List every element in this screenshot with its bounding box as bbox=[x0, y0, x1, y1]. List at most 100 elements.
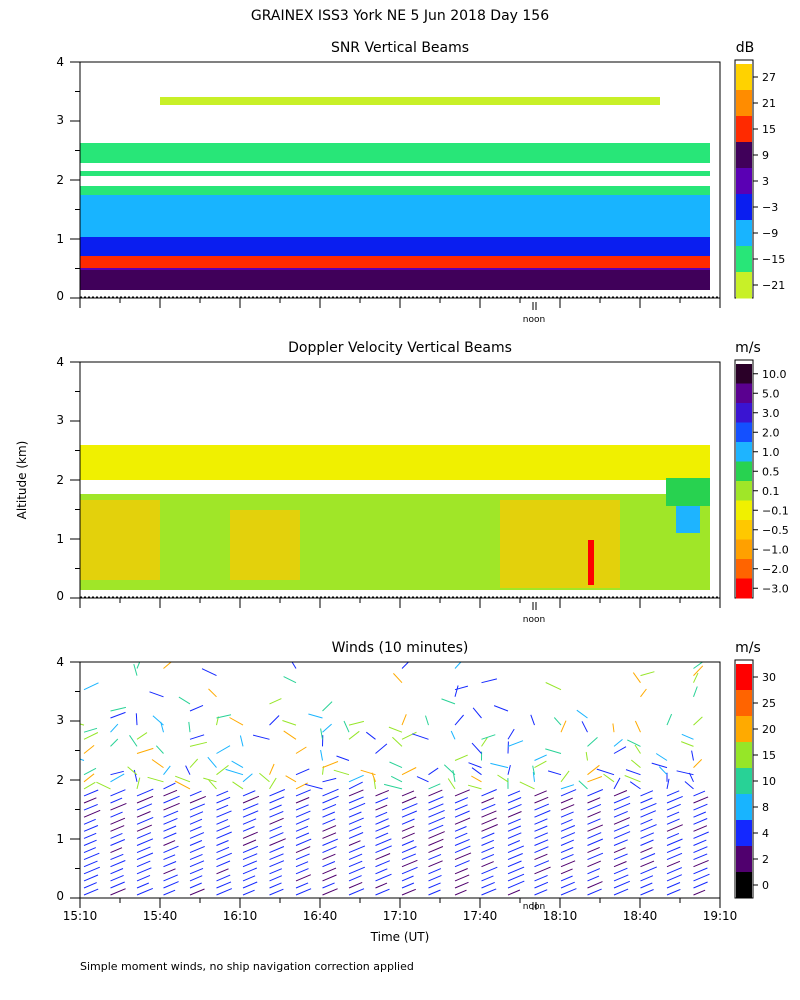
wind-barb-70 bbox=[163, 889, 176, 896]
wind-barb-251 bbox=[348, 774, 364, 783]
wind-barb-351 bbox=[481, 875, 494, 882]
wind-barb-363 bbox=[481, 789, 497, 797]
wind-barb-417 bbox=[534, 754, 547, 761]
wind-barb-504 bbox=[630, 759, 641, 768]
wind-barb-461 bbox=[587, 737, 598, 747]
wind-barb-347 bbox=[454, 685, 469, 691]
wind-barb-179 bbox=[269, 796, 285, 804]
wind-barb-493 bbox=[640, 839, 654, 846]
wind-barb-405 bbox=[534, 839, 549, 846]
wind-barb-57 bbox=[136, 811, 151, 818]
wind-barb-335 bbox=[454, 810, 470, 818]
wind-barb-113 bbox=[189, 758, 199, 768]
wind-barb-11 bbox=[83, 809, 101, 818]
wind-barb-261 bbox=[375, 860, 390, 868]
wind-barb-12 bbox=[83, 803, 98, 811]
wind-barb-497 bbox=[640, 810, 656, 818]
wind-barb-240 bbox=[348, 853, 363, 861]
wind-barb-294 bbox=[390, 775, 403, 783]
snr-gap-white-2 bbox=[80, 176, 710, 186]
wind-barb-544 bbox=[693, 803, 708, 811]
wind-barb-243 bbox=[348, 832, 364, 839]
snr-colorbar-swatch-3 bbox=[736, 142, 752, 169]
wind-barb-464 bbox=[588, 657, 605, 662]
wind-barb-48 bbox=[136, 874, 151, 882]
snr-y-ticks: 0 1 2 3 4 bbox=[56, 55, 64, 303]
wind-barb-380 bbox=[507, 845, 524, 854]
wind-barb-65 bbox=[129, 735, 138, 747]
wind-barb-2 bbox=[83, 874, 99, 882]
wind-barb-82 bbox=[163, 802, 180, 811]
generated-marks: 27 21 15 9 3 −3 −9 −15 −21 10.0 5.0 3.0 2.0 1.0 0.5 0.1… bbox=[70, 61, 789, 910]
wind-barb-285 bbox=[401, 840, 414, 846]
wind-barb-482 bbox=[596, 768, 615, 776]
wind-barb-314 bbox=[428, 816, 445, 825]
wind-barb-383 bbox=[507, 825, 521, 832]
wind-barb-536 bbox=[693, 859, 709, 868]
wind-barb-210 bbox=[322, 888, 338, 896]
wind-barb-438 bbox=[545, 748, 562, 754]
wind-barb-530 bbox=[655, 753, 668, 761]
wind-barb-539 bbox=[693, 839, 707, 846]
doppler-colorbar-swatch-2 bbox=[736, 403, 752, 423]
doppler-colorbar-label-9: −1.0 bbox=[762, 543, 789, 556]
wind-barb-516 bbox=[666, 852, 683, 861]
wind-barb-492 bbox=[640, 847, 653, 854]
wind-barb-134 bbox=[208, 779, 217, 790]
wind-barb-307 bbox=[428, 868, 442, 875]
wind-barb-323 bbox=[425, 715, 429, 726]
wind-barb-25 bbox=[110, 881, 125, 889]
wind-barb-485 bbox=[612, 723, 615, 733]
wind-barb-270 bbox=[375, 797, 389, 804]
wind-barb-56 bbox=[136, 816, 154, 825]
wind-barb-218 bbox=[322, 832, 337, 839]
snr-y-tick-1: 1 bbox=[56, 232, 64, 246]
wind-barb-473 bbox=[613, 831, 631, 839]
wind-barb-343 bbox=[450, 730, 456, 740]
wind-barb-381 bbox=[507, 840, 520, 846]
wind-barb-390 bbox=[497, 774, 509, 783]
doppler-colorbar-label-5: 0.5 bbox=[762, 465, 780, 478]
wind-barb-33 bbox=[110, 825, 125, 832]
wind-barb-305 bbox=[428, 882, 441, 889]
wind-barb-458 bbox=[587, 776, 603, 783]
wind-barb-456 bbox=[587, 789, 603, 797]
winds-colorbar-label-7: 2 bbox=[762, 853, 769, 866]
wind-barb-420 bbox=[560, 888, 577, 896]
wind-barb-502 bbox=[624, 775, 641, 783]
wind-barb-320 bbox=[416, 776, 429, 783]
winds-colorbar-label-3: 15 bbox=[762, 749, 776, 762]
wind-barb-116 bbox=[188, 721, 191, 733]
wind-barb-131 bbox=[216, 804, 229, 811]
wind-barb-77 bbox=[163, 840, 176, 846]
wind-barb-408 bbox=[534, 818, 548, 825]
wind-barb-500 bbox=[640, 790, 654, 797]
wind-barb-369 bbox=[471, 742, 482, 754]
wind-barb-471 bbox=[613, 847, 626, 854]
doppler-colorbar-label-6: 0.1 bbox=[762, 485, 780, 498]
wind-barb-395 bbox=[507, 728, 515, 740]
wind-barb-286 bbox=[401, 832, 415, 839]
snr-y-tick-0: 0 bbox=[56, 289, 64, 303]
wind-barb-325 bbox=[454, 881, 469, 889]
snr-colorbar-swatch-4 bbox=[736, 168, 752, 195]
wind-barb-147 bbox=[242, 867, 257, 875]
wind-barb-92 bbox=[149, 691, 164, 698]
wind-barb-16 bbox=[83, 773, 95, 783]
wind-barb-449 bbox=[587, 838, 603, 846]
wind-barb-242 bbox=[348, 840, 361, 846]
doppler-colorbar-swatch-7 bbox=[736, 500, 752, 521]
wind-barb-377 bbox=[507, 866, 525, 875]
doppler-colorbar-label-8: −0.5 bbox=[762, 524, 789, 537]
wind-barb-107 bbox=[189, 803, 205, 811]
y-axis-label: Altitude (km) bbox=[15, 441, 29, 520]
wind-barb-454 bbox=[587, 803, 602, 811]
wind-barb-257 bbox=[375, 888, 390, 896]
wind-barb-533 bbox=[693, 881, 708, 889]
wind-barb-17 bbox=[83, 767, 97, 776]
wind-barb-202 bbox=[295, 782, 308, 790]
wind-barb-234 bbox=[322, 701, 333, 712]
wind-barb-505 bbox=[634, 744, 641, 754]
snr-colorbar-label-4: 3 bbox=[762, 175, 769, 188]
wind-barb-239 bbox=[348, 860, 363, 868]
